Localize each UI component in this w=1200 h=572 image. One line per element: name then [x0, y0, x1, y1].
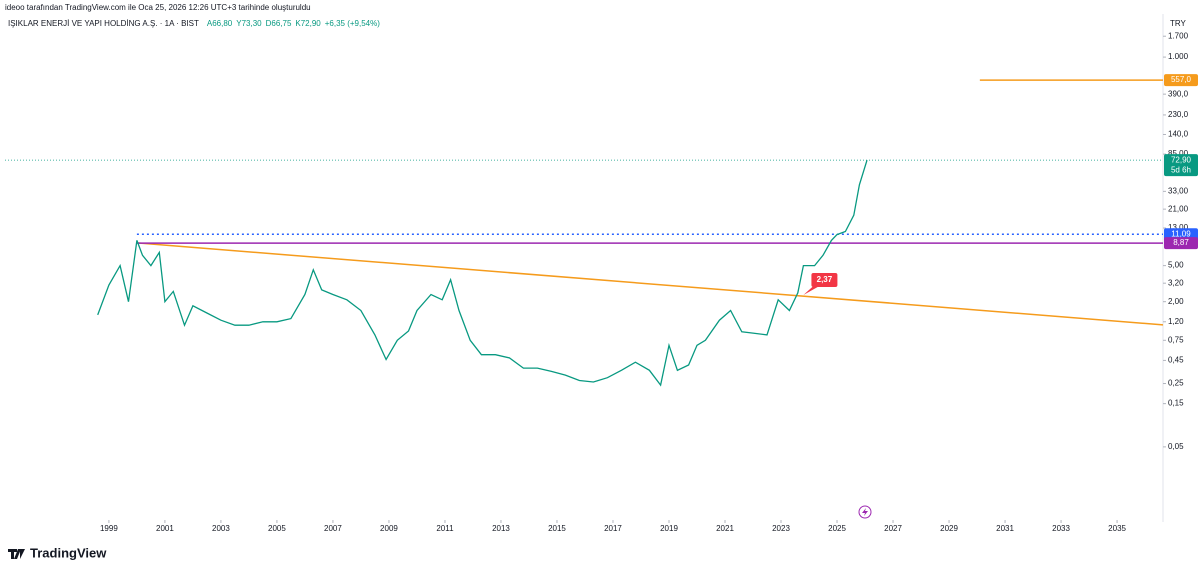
price-line [97, 160, 868, 387]
y-tick-label: 1.000 [1168, 52, 1189, 61]
logo-mark [8, 549, 25, 559]
level-label: 557,0 [1171, 75, 1192, 84]
y-tick-label: 0,25 [1168, 379, 1184, 388]
level-box [1164, 74, 1198, 87]
x-tick-label: 2013 [492, 524, 510, 533]
currency: TRY [1170, 19, 1187, 28]
last-price-box [1164, 154, 1198, 177]
x-tick-label: 2011 [436, 524, 454, 533]
x-tick-label: 2007 [324, 524, 342, 533]
x-tick-label: 2009 [380, 524, 398, 533]
x-tick-label: 2035 [1108, 524, 1126, 533]
logo-text: TradingView [30, 545, 107, 560]
y-tick-label: 0,15 [1168, 399, 1184, 408]
x-tick-label: 2021 [716, 524, 734, 533]
y-tick-label: 0,05 [1168, 442, 1184, 451]
x-tick-label: 1999 [100, 524, 118, 533]
y-tick-label: 21,00 [1168, 204, 1189, 213]
y-tick-label: 140,0 [1168, 130, 1189, 139]
y-tick-label: 13,00 [1168, 223, 1189, 232]
ohlc-value: K72,90 [295, 19, 321, 28]
x-tick-label: 2019 [660, 524, 678, 533]
level-box [1164, 237, 1198, 250]
event-icon [858, 505, 872, 519]
callout-label: 2,37 [817, 275, 833, 284]
header: ideoo tarafından TradingView.com ile Oca… [5, 3, 311, 12]
y-tick-label: 3,20 [1168, 278, 1184, 287]
last-price-countdown: 5d 6h [1171, 165, 1191, 174]
y-tick-label: 85,00 [1168, 149, 1189, 158]
x-tick-label: 2015 [548, 524, 566, 533]
trendline [136, 242, 1164, 326]
x-tick-label: 2029 [940, 524, 958, 533]
event-bolt [862, 508, 868, 516]
y-tick-label: 0,45 [1168, 356, 1184, 365]
y-tick-label: 0,75 [1168, 335, 1184, 344]
y-tick-label: 33,00 [1168, 186, 1189, 195]
change: +6,35 (+9,54%) [325, 19, 380, 28]
y-tick-label: 230,0 [1168, 110, 1189, 119]
callout-box [811, 273, 838, 288]
x-tick-label: 2033 [1052, 524, 1070, 533]
level-label: 8,87 [1173, 238, 1189, 247]
ohlc-value: D66,75 [266, 19, 292, 28]
y-tick-label: 5,00 [1168, 261, 1184, 270]
y-tick-label: 1,20 [1168, 317, 1184, 326]
callout-pointer [803, 286, 820, 296]
x-tick-label: 2003 [212, 524, 230, 533]
ohlc-value: A66,80 [207, 19, 233, 28]
y-tick-label: 2,00 [1168, 297, 1184, 306]
y-tick-label: 390,0 [1168, 89, 1189, 98]
x-tick-label: 2031 [996, 524, 1014, 533]
x-tick-label: 2027 [884, 524, 902, 533]
x-tick-label: 2023 [772, 524, 790, 533]
y-tick-label: 1.700 [1168, 31, 1189, 40]
level-label: 11,09 [1171, 229, 1191, 238]
x-tick-label: 2005 [268, 524, 286, 533]
chart-title: IŞIKLAR ENERJİ VE YAPI HOLDİNG A.Ş. · 1A… [8, 19, 199, 28]
x-tick-label: 2001 [156, 524, 174, 533]
last-price-label: 72,90 [1171, 155, 1192, 164]
x-tick-label: 2025 [828, 524, 846, 533]
x-tick-label: 2017 [604, 524, 622, 533]
ohlc-value: Y73,30 [236, 19, 262, 28]
